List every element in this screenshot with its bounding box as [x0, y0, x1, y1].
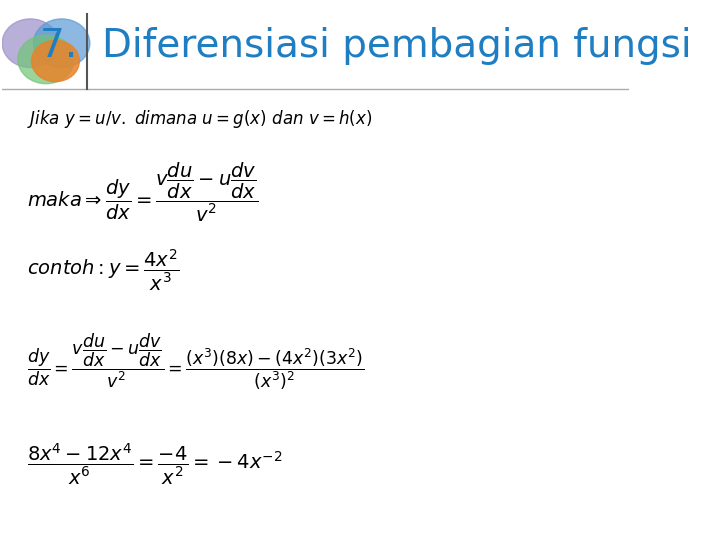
Text: 7.  Diferensiasi pembagian fungsi: 7. Diferensiasi pembagian fungsi: [40, 27, 691, 65]
Circle shape: [34, 19, 90, 68]
Text: Jika $y = u/v.$ dimana $u = g(x)$ dan $v = h(x)$: Jika $y = u/v.$ dimana $u = g(x)$ dan $v…: [27, 108, 372, 130]
Circle shape: [18, 35, 74, 84]
Text: $maka \Rightarrow \dfrac{dy}{dx} = \dfrac{v\dfrac{du}{dx} - u\dfrac{dv}{dx}}{v^2: $maka \Rightarrow \dfrac{dy}{dx} = \dfra…: [27, 160, 259, 224]
Text: $contoh : y = \dfrac{4x^2}{x^3}$: $contoh : y = \dfrac{4x^2}{x^3}$: [27, 247, 180, 293]
Text: $\dfrac{dy}{dx} = \dfrac{v\dfrac{du}{dx} - u\dfrac{dv}{dx}}{v^2} = \dfrac{(x^3)(: $\dfrac{dy}{dx} = \dfrac{v\dfrac{du}{dx}…: [27, 332, 365, 392]
Circle shape: [2, 19, 58, 68]
Text: $\dfrac{8x^4 - 12x^4}{x^6} = \dfrac{-4}{x^2} = -4x^{-2}$: $\dfrac{8x^4 - 12x^4}{x^6} = \dfrac{-4}{…: [27, 442, 283, 487]
Circle shape: [32, 40, 79, 82]
